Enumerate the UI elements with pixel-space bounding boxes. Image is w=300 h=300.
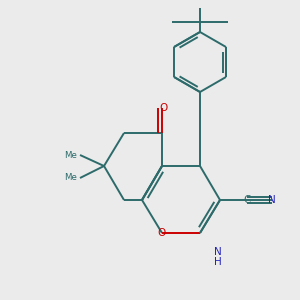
Text: N: N xyxy=(268,195,276,205)
Text: Me: Me xyxy=(64,173,77,182)
Text: O: O xyxy=(159,103,168,113)
Text: H: H xyxy=(214,256,222,267)
Text: N: N xyxy=(214,247,222,257)
Text: Me: Me xyxy=(64,151,77,160)
Text: C: C xyxy=(243,195,251,205)
Text: O: O xyxy=(158,228,166,238)
